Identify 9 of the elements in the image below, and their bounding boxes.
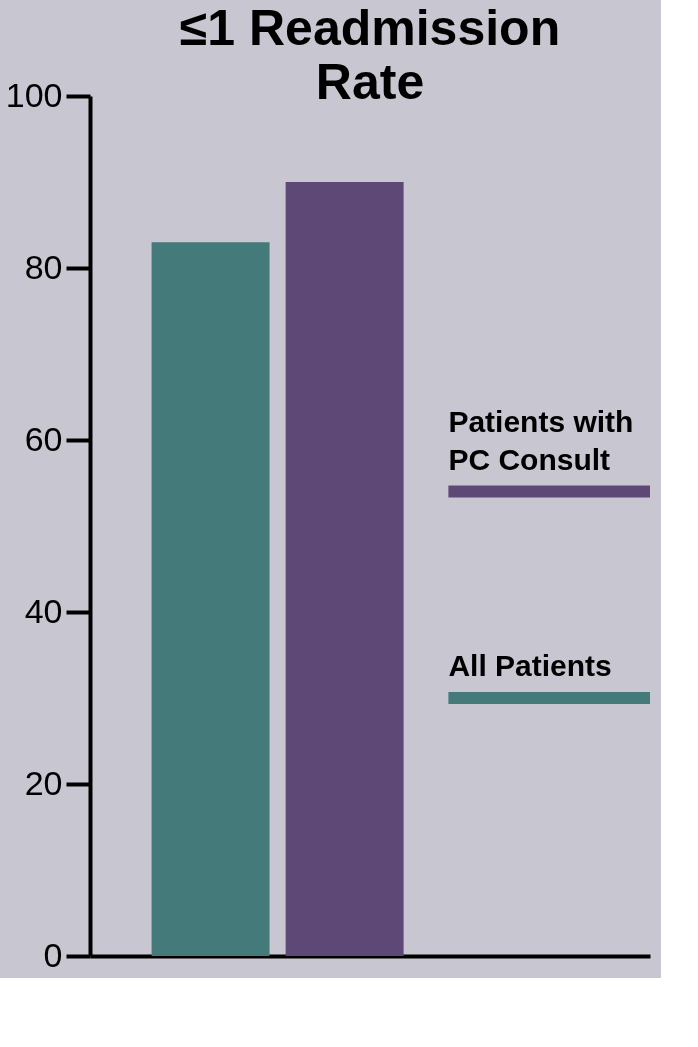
y-tick-label: 80 <box>24 247 63 286</box>
chart-title: ≤1 Readmission Rate <box>179 0 561 110</box>
y-tick-label: 40 <box>24 591 63 630</box>
series-label: Patients with PC Consult <box>448 404 634 476</box>
y-tick-label: 60 <box>24 419 63 458</box>
text: All Patients <box>448 649 612 682</box>
y-tick-label: 100 <box>5 75 63 114</box>
y-tick-label: 20 <box>24 763 63 802</box>
y-tick-label: 0 <box>43 935 63 974</box>
